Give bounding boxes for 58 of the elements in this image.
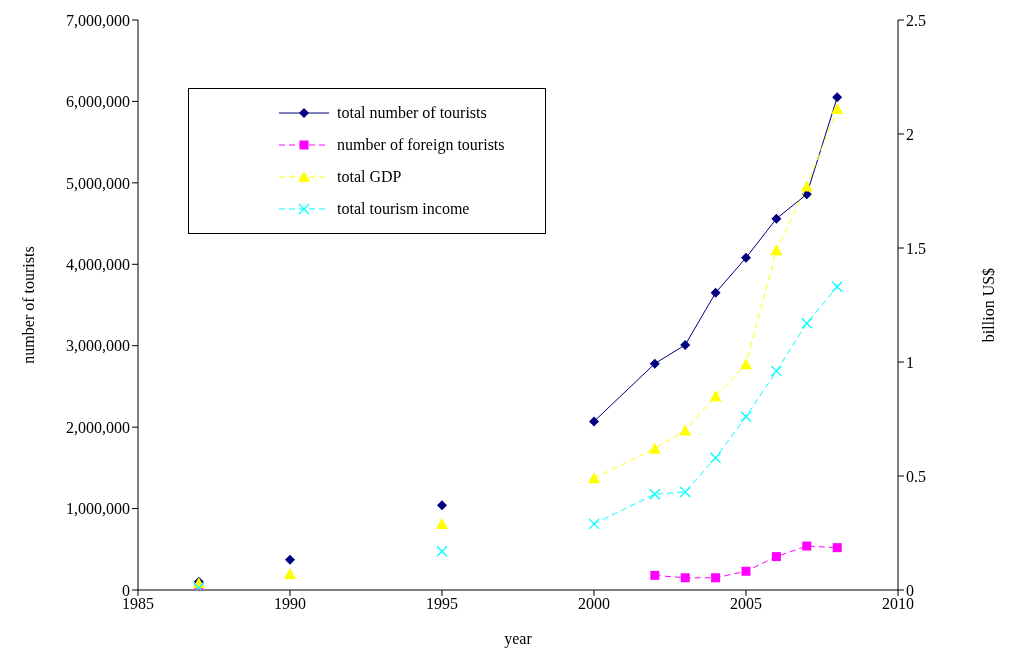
y2-axis-title: billion US$ <box>979 267 997 343</box>
point <box>741 252 751 263</box>
y2-tick-label: 2 <box>906 125 914 143</box>
point <box>649 488 661 500</box>
legend-label: number of foreign tourists <box>337 136 505 154</box>
point <box>649 358 660 369</box>
y-tick-label: 4,000,000 <box>66 255 130 273</box>
y-axis-title: number of tourists <box>19 246 37 364</box>
y-tick-label: 6,000,000 <box>66 93 130 111</box>
x-axis-title: year <box>504 630 533 648</box>
y-tick-label: 7,000,000 <box>66 11 130 29</box>
x-tick-label: 1995 <box>426 595 458 613</box>
point <box>771 552 781 562</box>
point <box>771 213 782 224</box>
point <box>436 545 448 557</box>
point <box>740 358 752 370</box>
x-tick-label: 2005 <box>730 595 762 613</box>
point <box>650 570 660 580</box>
y2-tick-label: 1 <box>906 353 914 371</box>
point <box>831 281 843 293</box>
point <box>709 452 722 464</box>
point <box>588 472 600 484</box>
point <box>801 317 813 329</box>
x-tick-label: 1990 <box>274 595 306 613</box>
point <box>770 244 783 256</box>
point <box>831 102 844 114</box>
y2-tick-label: 1.5 <box>906 239 926 257</box>
point <box>832 543 842 553</box>
point <box>802 541 812 551</box>
y-tick-label: 5,000,000 <box>66 174 130 192</box>
point <box>741 566 751 576</box>
point <box>436 517 448 529</box>
legend-label: total tourism income <box>337 200 470 218</box>
point <box>285 554 295 565</box>
point <box>589 416 599 427</box>
y-tick-label: 3,000,000 <box>66 337 130 355</box>
point <box>770 365 783 377</box>
x-tick-label: 2000 <box>578 595 610 613</box>
point <box>588 518 600 530</box>
point <box>679 424 692 436</box>
point <box>710 287 721 298</box>
legend-label: total GDP <box>337 168 402 186</box>
point <box>800 180 813 192</box>
y-tick-label: 1,000,000 <box>66 500 130 518</box>
y2-tick-label: 2.5 <box>906 11 926 29</box>
point <box>740 411 752 423</box>
point <box>284 568 296 580</box>
y2-tick-label: 0.5 <box>906 467 926 485</box>
point <box>648 442 661 454</box>
point <box>709 390 722 402</box>
y-tick-label: 2,000,000 <box>66 418 130 436</box>
point <box>680 573 690 583</box>
point <box>679 486 691 498</box>
point <box>680 339 691 350</box>
legend-label: total number of tourists <box>337 104 487 122</box>
point <box>711 573 721 583</box>
point <box>437 500 447 511</box>
point <box>832 92 843 103</box>
